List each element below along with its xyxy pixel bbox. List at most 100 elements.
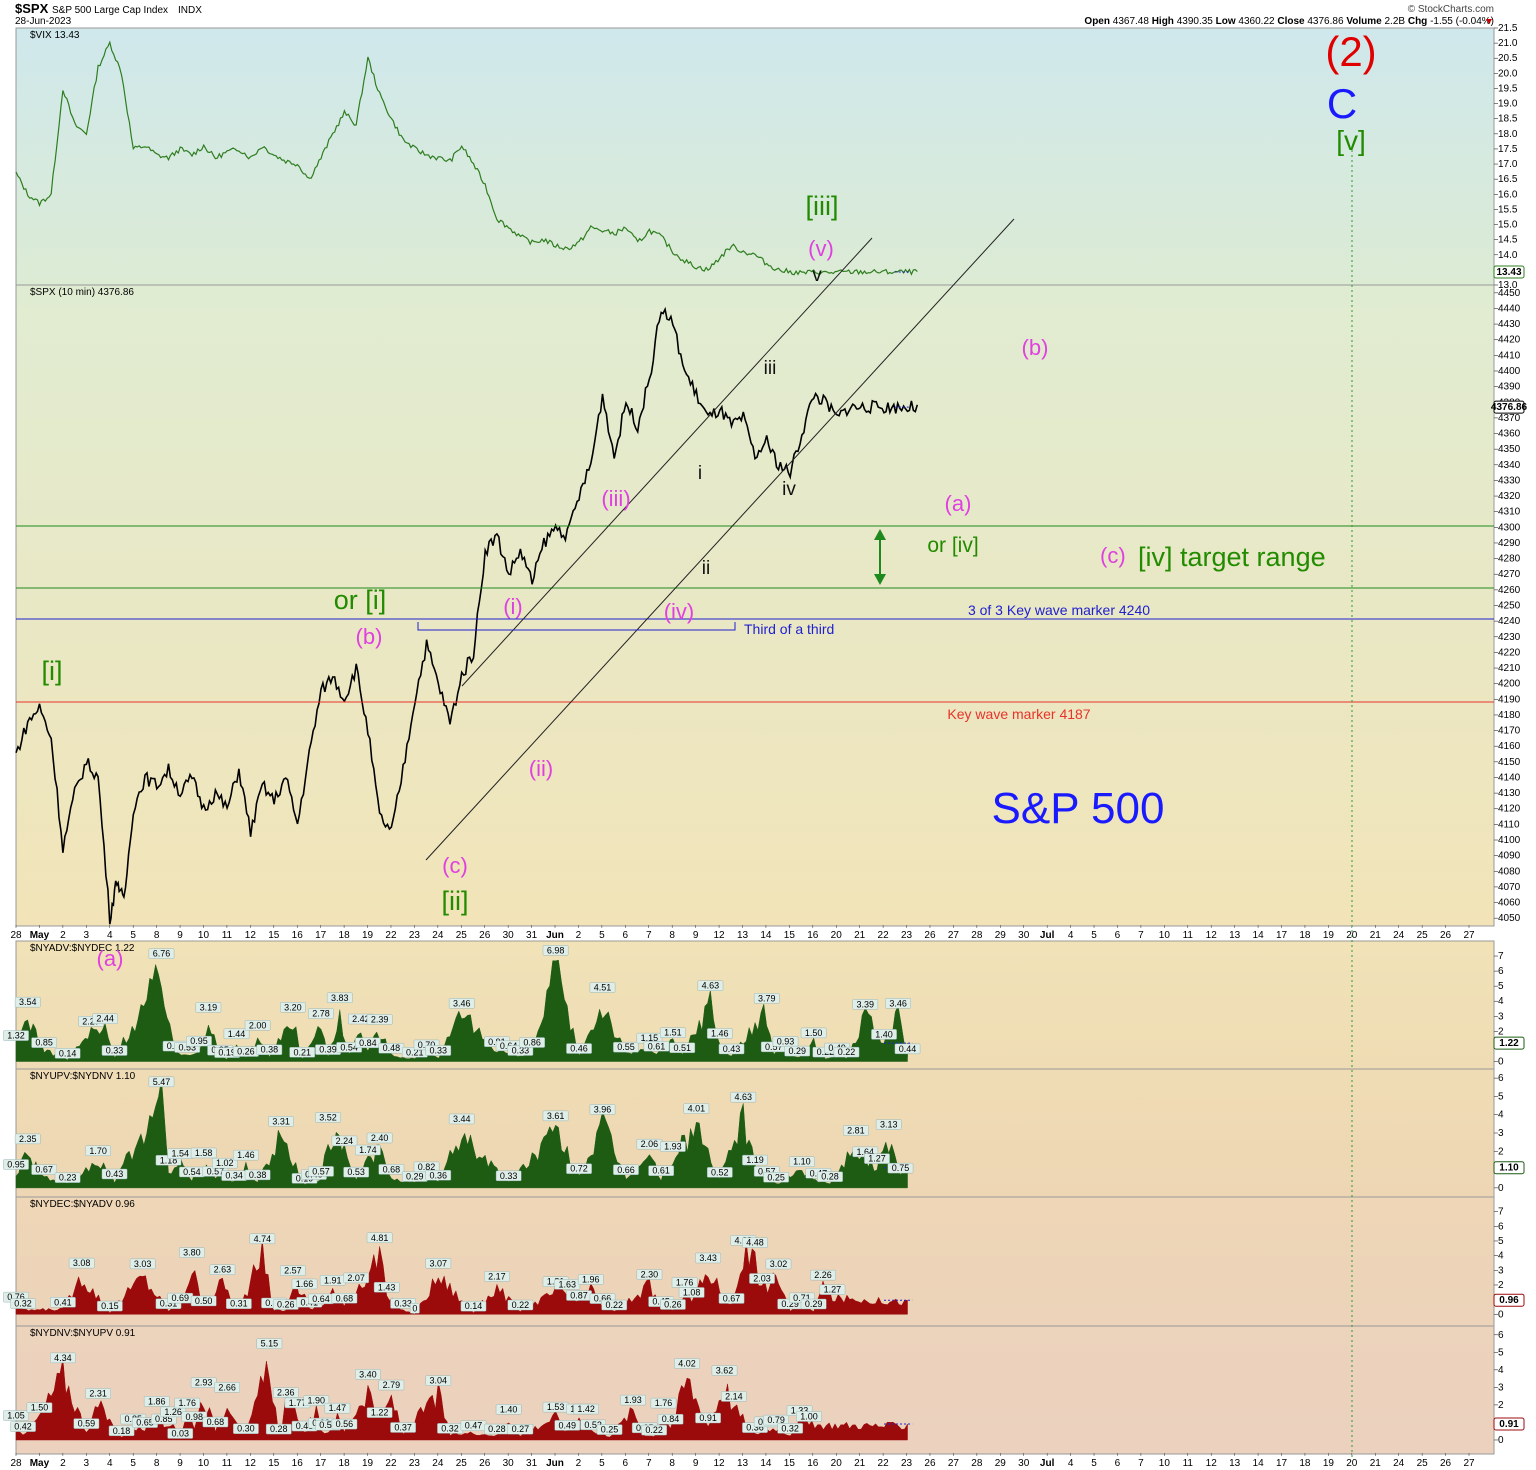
nydnv_nyupv-value-label: 0.68 xyxy=(207,1417,225,1427)
nydec_nyadv-value-label: 2.17 xyxy=(488,1271,506,1281)
nydec_nyadv-value-label: 0.22 xyxy=(512,1300,530,1310)
vix-ytick-label: 14.0 xyxy=(1498,250,1518,261)
wave-ii-green-label: [ii] xyxy=(442,886,469,916)
wave-2-label: (2) xyxy=(1325,28,1376,75)
nydec_nyadv-value-label-box xyxy=(425,1258,452,1269)
nydnv_nyupv-value-label-box xyxy=(366,1407,393,1418)
nyadv_nydec-value-label: 0.61 xyxy=(648,1041,666,1051)
nydnv_nyupv-value-label: 0.30 xyxy=(237,1424,255,1434)
nyadv_nydec-value-label-box xyxy=(308,1008,334,1019)
nyupv_nydnv-value-label: 0.23 xyxy=(59,1173,77,1183)
nyupv_nydnv-value-label-box xyxy=(331,1135,358,1147)
nyadv_nydec-value-label-box xyxy=(355,1037,381,1049)
bottom-xtick-label: 26 xyxy=(924,1458,936,1469)
third-of-third-bracket xyxy=(417,622,736,631)
nyadv_nydec-value-label-box xyxy=(753,993,780,1004)
nydnv_nyupv-value-label-box xyxy=(181,1411,208,1422)
nydnv_nyupv-value-label: 0.45 xyxy=(296,1421,314,1431)
top-xtick-label: 28 xyxy=(10,930,22,941)
spx-ytick-label: 4240 xyxy=(1498,616,1521,627)
top-xtick-label: 7 xyxy=(1138,930,1144,941)
nyupv_nydnv-value-label: 0.52 xyxy=(711,1167,729,1177)
wave-v-pink-label: (v) xyxy=(808,236,834,261)
nydec_nyadv-value-label-box xyxy=(507,1299,534,1311)
nyadv_nydec-value-label: 0.54 xyxy=(340,1042,358,1052)
nyadv_nydec-value-label: 4.51 xyxy=(594,983,612,993)
nydec_nyadv-value-label: 0.87 xyxy=(570,1291,588,1301)
nyupv_nydnv-value-label: 1.70 xyxy=(89,1146,107,1156)
nyadv_nydec-value-label-box xyxy=(669,1042,696,1053)
nydec_nyadv-value-label: 0.31 xyxy=(160,1299,178,1309)
nydnv_nyupv-value-label: 1.26 xyxy=(164,1407,182,1417)
nyupv_nydnv-value-label-box xyxy=(613,1164,639,1175)
vix-ytick-label: 18.5 xyxy=(1498,114,1518,125)
nyadv_nydec-value-label: 0.26 xyxy=(237,1047,255,1057)
bottom-xtick-label: 25 xyxy=(456,1458,468,1469)
nydec_nyadv-last-value-box xyxy=(1493,1293,1525,1307)
nyupv_nydnv-value-label-box xyxy=(660,1141,686,1152)
nydec_nyadv-ytick-label: 3 xyxy=(1498,1265,1504,1276)
nydec_nyadv-value-label-box xyxy=(209,1264,236,1275)
bottom-xtick-label: 13 xyxy=(737,1458,749,1469)
nyadv_nydec-value-label-box xyxy=(92,1013,118,1024)
channel-lower-line xyxy=(425,218,1015,861)
nydec_nyadv-value-label: 3.43 xyxy=(699,1253,717,1263)
nyupv_nydnv-value-label-box xyxy=(789,1156,815,1167)
nyupv_nydnv-last-value-box xyxy=(1493,1161,1525,1175)
top-xtick-label: 27 xyxy=(1463,930,1475,941)
nyupv_nydnv-value-label-box xyxy=(648,1165,674,1176)
nydnv_nyupv-ytick-label: 6 xyxy=(1498,1330,1504,1341)
nyupv_nydnv-value-label: 3.31 xyxy=(272,1116,290,1126)
nydnv_nyupv-value-label-box xyxy=(167,1428,194,1439)
top-xtick-label: 13 xyxy=(1229,930,1241,941)
bottom-xtick-label: 26 xyxy=(479,1458,491,1469)
nydec_nyadv-value-label: 1.96 xyxy=(582,1275,600,1285)
nydec_nyadv-ytick-label: 5 xyxy=(1498,1236,1504,1247)
top-xtick-label: Jul xyxy=(1040,930,1055,941)
nydnv_nyupv-value-label: 0.98 xyxy=(186,1412,204,1422)
spx-ytick-label: 4300 xyxy=(1498,522,1521,533)
bottom-xtick-label: 12 xyxy=(1206,1458,1218,1469)
nydec_nyadv-value-label: 1.63 xyxy=(559,1279,577,1289)
wave-iii-green-label: [iii] xyxy=(806,191,839,221)
top-xtick-label: 18 xyxy=(1299,930,1311,941)
nydec_nyadv-ytick-label: 0 xyxy=(1498,1309,1504,1320)
nyadv_nydec-value-label: 0.33 xyxy=(512,1046,530,1056)
nydnv_nyupv-value-label-box xyxy=(495,1404,522,1415)
bottom-xtick-label: 6 xyxy=(623,1458,629,1469)
spx-ytick-label: 4360 xyxy=(1498,429,1521,440)
nydec_nyadv-value-label: 4.48 xyxy=(746,1238,764,1248)
spx-ytick-label: 4060 xyxy=(1498,898,1521,909)
nydnv_nyupv-value-label: 1.77 xyxy=(289,1398,307,1408)
nydnv_nyupv-value-label: 2.31 xyxy=(89,1388,107,1398)
nyupv_nydnv-value-label: 0.66 xyxy=(617,1165,635,1175)
nyupv_nydnv-value-label: 0.57 xyxy=(207,1166,225,1176)
spx-ytick-label: 4450 xyxy=(1498,288,1521,299)
nyadv_nydec-value-label: 0.19 xyxy=(218,1048,236,1058)
nyupv_nydnv-value-label: 1.18 xyxy=(160,1155,178,1165)
nyupv_nydnv-value-label: 3.44 xyxy=(453,1114,471,1124)
nyupv_nydnv-value-label: 5.47 xyxy=(153,1077,171,1087)
bottom-xtick-label: 5 xyxy=(130,1458,136,1469)
nyupv_nydnv-value-label-box xyxy=(448,1113,475,1125)
nydec_nyadv-value-label-box xyxy=(249,1233,276,1244)
bottom-xtick-label: 20 xyxy=(831,1458,843,1469)
nyupv_nydnv-value-label-box xyxy=(742,1154,768,1166)
nydnv_nyupv-value-label-box xyxy=(573,1403,599,1415)
nyupv_nydnv-value-label: 3.52 xyxy=(319,1112,337,1122)
nyadv_nydec-value-label-box xyxy=(852,999,879,1010)
top-xtick-label: 17 xyxy=(1276,930,1288,941)
iv-target-range-label: [iv] target range xyxy=(1138,542,1326,572)
nyadv_nydec-value-label: 3.46 xyxy=(889,998,907,1008)
top-xtick-label: 2 xyxy=(60,930,66,941)
bottom-xtick-label: 23 xyxy=(409,1458,421,1469)
nyadv_nydec-value-label-box xyxy=(425,1045,452,1056)
nydnv_nyupv-value-label-box xyxy=(721,1391,747,1402)
bottom-xtick-label: 4 xyxy=(1068,1458,1074,1469)
nyupv_nydnv-value-label: 3.61 xyxy=(547,1111,565,1121)
nydec_nyadv-value-label: 2.30 xyxy=(641,1270,659,1280)
nyupv_nydnv-value-label: 0.67 xyxy=(35,1165,53,1175)
top-xtick-label: 12 xyxy=(245,930,257,941)
spx-ytick-label: 4050 xyxy=(1498,913,1521,924)
spx-ytick-label: 4090 xyxy=(1498,851,1521,862)
